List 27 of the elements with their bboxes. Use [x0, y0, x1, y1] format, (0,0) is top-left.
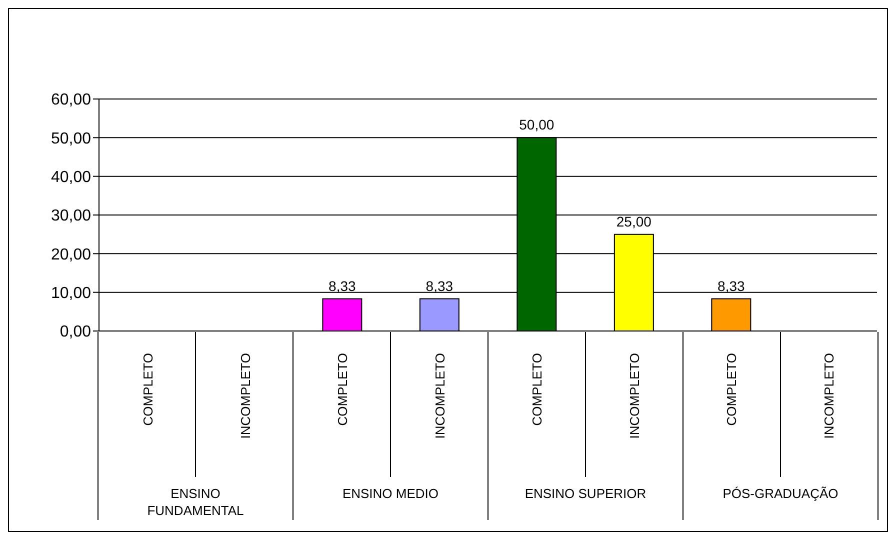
text: ENSINO FUNDAMENTAL — [146, 485, 245, 519]
x-tick-label: INCOMPLETO — [626, 353, 642, 439]
x-tick-label: COMPLETO — [724, 353, 740, 426]
x-tick-label: COMPLETO — [530, 353, 545, 426]
y-tick-label: 50,00 — [50, 130, 92, 148]
y-tick-label: 30,00 — [50, 208, 92, 225]
bar — [322, 298, 362, 331]
y-tick-label: 60,00 — [50, 92, 92, 109]
x-tick-label: INCOMPLETO — [821, 353, 836, 439]
x-tick-label: COMPLETO — [335, 353, 350, 426]
text: PÓS-GRADUAÇÃO — [722, 485, 838, 502]
text: ENSINO MEDIO — [342, 485, 439, 502]
data-label: 8,33 — [718, 278, 746, 294]
x-tick-label: INCOMPLETO — [238, 353, 253, 439]
x-tick-label: COMPLETO — [140, 353, 156, 426]
data-label: 8,33 — [426, 278, 454, 294]
y-tick-label: 20,00 — [50, 246, 92, 264]
x-tick-label: INCOMPLETO — [432, 353, 448, 439]
text: ENSINO SUPERIOR — [524, 485, 646, 502]
data-label: 50,00 — [519, 116, 554, 133]
y-tick-label: 40,00 — [50, 169, 92, 186]
bar — [711, 298, 752, 331]
y-tick-label: 10,00 — [50, 285, 92, 302]
data-label: 25,00 — [616, 213, 652, 230]
y-tick-label: 0,00 — [60, 324, 92, 341]
data-label: 8,33 — [328, 278, 356, 294]
bar — [419, 298, 460, 331]
